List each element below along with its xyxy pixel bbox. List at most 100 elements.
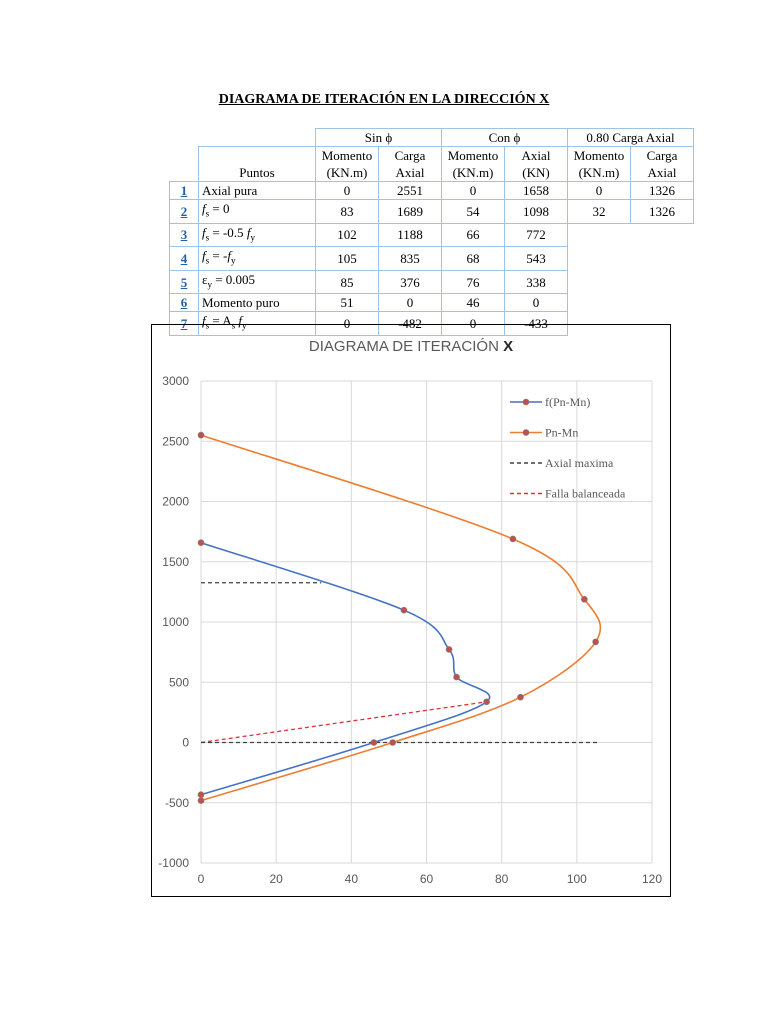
iteration-table: Sin ϕ Con ϕ 0.80 Carga Axial Puntos Mome… [169, 128, 694, 336]
row-number-link[interactable]: 3 [169, 222, 199, 248]
row-label: Axial pura [198, 181, 316, 200]
data-point [453, 673, 460, 681]
table-cell: 51 [315, 293, 379, 313]
col-header-momento-sin: Momento (KN.m) [315, 146, 379, 182]
row-label: εy = 0.005 [198, 269, 316, 295]
puntos-header: Puntos [198, 146, 316, 182]
series-line [200, 701, 487, 744]
data-point [517, 693, 524, 701]
table-cell: 2551 [378, 181, 442, 200]
interaction-chart: DIAGRAMA DE ITERACIÓN X30002500200015001… [158, 338, 662, 886]
table-cell: 1188 [378, 222, 442, 248]
row-number-link[interactable]: 1 [169, 181, 199, 200]
table-cell: 772 [504, 222, 568, 248]
row-number-link[interactable]: 7 [169, 311, 199, 336]
table-row: 6 Momento puro 51 0 46 0 [169, 293, 694, 313]
x-tick-label: 20 [269, 872, 283, 886]
table-row: 2 fs = 0 83 1689 54 1098 32 1326 [169, 199, 694, 224]
table-cell: 0 [378, 293, 442, 313]
row-number-link[interactable]: 2 [169, 199, 199, 224]
row-label: fs = -0.5 fy [198, 222, 316, 248]
table-cell: 0 [441, 311, 505, 336]
col-header-carga-080: Carga Axial [630, 146, 694, 182]
table-cell: 83 [315, 199, 379, 224]
legend-label: Axial maxima [545, 456, 614, 470]
row-label: fs = 0 [198, 199, 316, 224]
series-line [200, 434, 602, 802]
table-cell: 105 [315, 246, 379, 271]
page-title: DIAGRAMA DE ITERACIÓN EN LA DIRECCIÓN X [218, 92, 550, 107]
table-cell: 1689 [378, 199, 442, 224]
table-cell: 1658 [504, 181, 568, 200]
table-cell: 1326 [630, 199, 694, 224]
chart-title: DIAGRAMA DE ITERACIÓN X [309, 338, 513, 355]
table-cell: 338 [504, 269, 568, 295]
data-point [370, 739, 378, 746]
y-tick-label: 500 [169, 675, 189, 689]
table-cell: 46 [441, 293, 505, 313]
x-tick-label: 120 [642, 872, 662, 886]
table-cell: 376 [378, 269, 442, 295]
table-cell: 32 [567, 199, 631, 224]
table-cell: 1326 [630, 181, 694, 200]
col-header-momento-080: Momento (KN.m) [567, 146, 631, 182]
table-cell: 76 [441, 269, 505, 295]
table-cell: 0 [441, 181, 505, 200]
y-tick-label: -1000 [158, 856, 189, 870]
legend-label: Pn-Mn [545, 426, 578, 440]
legend-marker [522, 429, 530, 436]
col-header-axial-con: Axial (KN) [504, 146, 568, 182]
data-point [509, 535, 517, 543]
row-number-link[interactable]: 4 [169, 246, 199, 271]
row-number-link[interactable]: 5 [169, 269, 199, 295]
data-point [592, 638, 599, 646]
table-cell: 0 [315, 181, 379, 200]
row-label: Momento puro [198, 293, 316, 313]
table-cell: 0 [315, 311, 379, 336]
table-row: 3 fs = -0.5 fy 102 1188 66 772 [169, 222, 694, 248]
table-cell: 68 [441, 246, 505, 271]
data-point [197, 431, 205, 439]
x-tick-label: 60 [420, 872, 434, 886]
table-cell: 102 [315, 222, 379, 248]
group-header-carga-axial: 0.80 Carga Axial [567, 128, 694, 147]
y-tick-label: 3000 [162, 374, 189, 388]
table-cell: 54 [441, 199, 505, 224]
legend-marker [522, 398, 530, 406]
data-point [400, 606, 408, 614]
table-cell: -433 [504, 311, 568, 336]
col-header-carga-sin: Carga Axial [378, 146, 442, 182]
row-label: fs = -fy [198, 246, 316, 271]
legend-label: f(Pn-Mn) [545, 395, 590, 409]
legend-label: Falla balanceada [545, 487, 626, 501]
table-cell: 1098 [504, 199, 568, 224]
x-tick-label: 80 [495, 872, 509, 886]
group-header-con-phi: Con ϕ [441, 128, 568, 147]
y-tick-label: -500 [165, 796, 189, 810]
table-cell: 543 [504, 246, 568, 271]
x-tick-label: 0 [198, 872, 205, 886]
x-tick-label: 100 [567, 872, 587, 886]
data-point [197, 539, 205, 547]
table-cell: 835 [378, 246, 442, 271]
y-tick-label: 0 [182, 736, 189, 750]
data-point [197, 791, 205, 798]
y-tick-label: 2000 [162, 495, 189, 509]
data-point [389, 739, 396, 746]
table-cell: 0 [504, 293, 568, 313]
table-cell: 85 [315, 269, 379, 295]
table-cell: 66 [441, 222, 505, 248]
data-point [197, 797, 205, 804]
col-header-momento-con: Momento (KN.m) [441, 146, 505, 182]
group-header-sin-phi: Sin ϕ [315, 128, 442, 147]
data-point [445, 646, 453, 653]
chart-frame: DIAGRAMA DE ITERACIÓN X 3000 2500 2000 1500 1… [151, 324, 671, 897]
row-number-link[interactable]: 6 [169, 293, 199, 313]
table-cell: 0 [567, 181, 631, 200]
y-tick-label: 2500 [162, 434, 189, 448]
table-row: 1 Axial pura 0 2551 0 1658 0 1326 [169, 181, 694, 200]
y-tick-label: 1000 [162, 615, 189, 629]
table-row: 5 εy = 0.005 85 376 76 338 [169, 269, 694, 295]
y-tick-label: 1500 [162, 555, 189, 569]
x-tick-label: 40 [345, 872, 359, 886]
